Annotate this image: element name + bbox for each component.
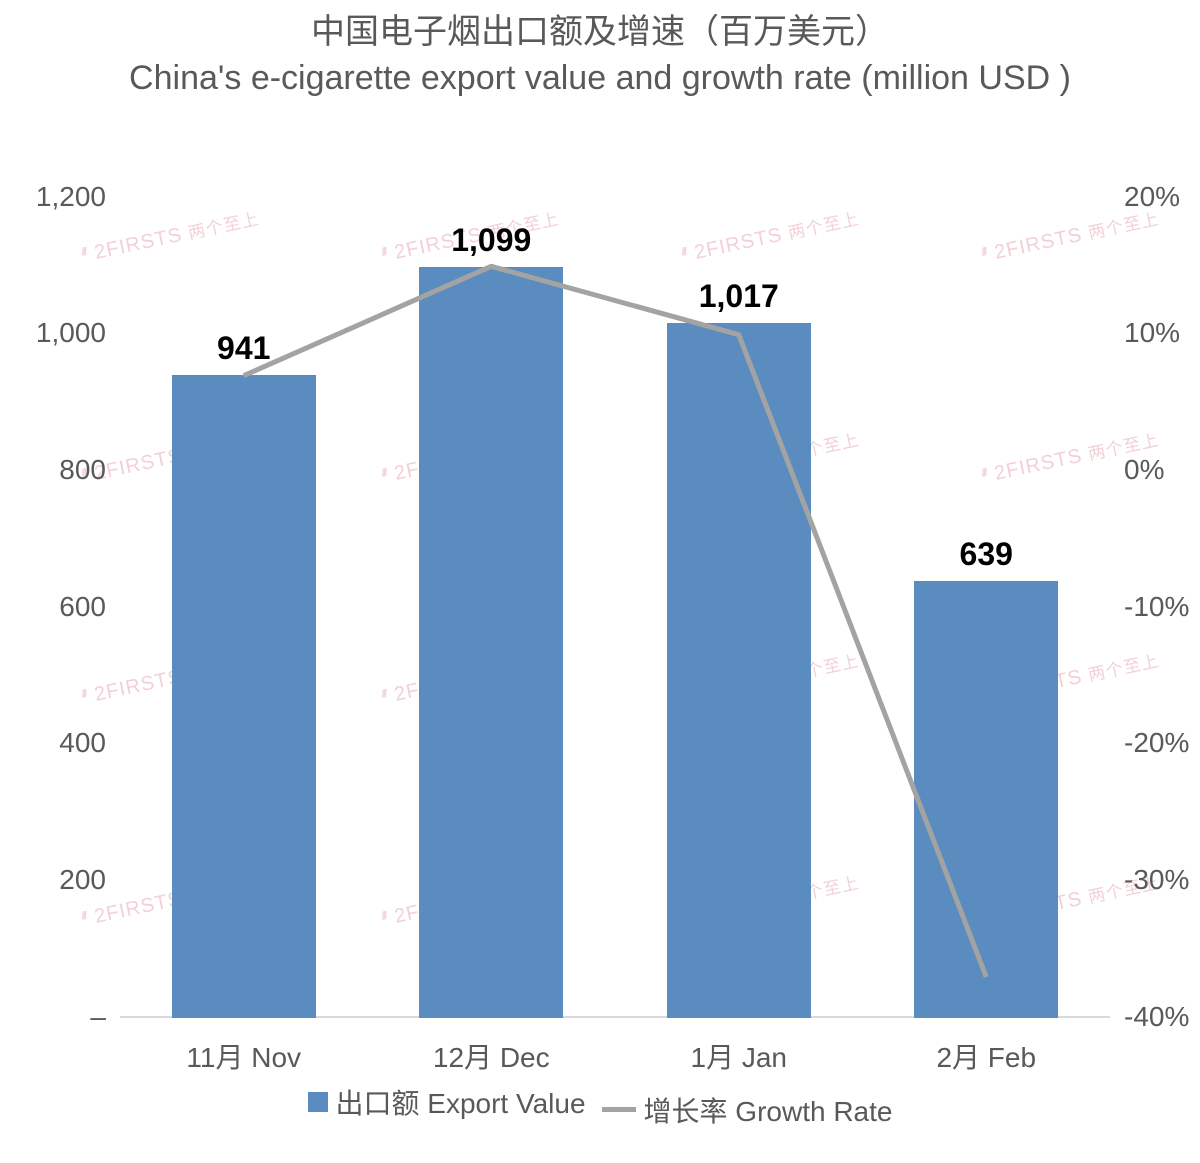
y-left-tick: –: [90, 1001, 106, 1033]
y-right-tick: -20%: [1124, 727, 1189, 759]
legend-label: 增长率 Growth Rate: [644, 1090, 893, 1130]
x-tick-label: 2月 Feb: [863, 1036, 1111, 1076]
x-tick-label: 12月 Dec: [368, 1036, 616, 1076]
y-left-tick: 1,000: [36, 317, 106, 349]
y-right-tick: 10%: [1124, 317, 1180, 349]
y-right-tick: -10%: [1124, 591, 1189, 623]
y-right-tick: 0%: [1124, 454, 1164, 486]
plot-area: //// 2FIRSTS 两个至上//// 2FIRSTS 两个至上//// 2…: [120, 198, 1110, 1018]
legend: 出口额 Export Value 增长率 Growth Rate: [0, 1082, 1200, 1130]
legend-item: 出口额 Export Value: [308, 1082, 586, 1122]
x-tick-label: 1月 Jan: [615, 1036, 863, 1076]
y-left-tick: 400: [59, 727, 106, 759]
legend-swatch-line: [602, 1107, 636, 1112]
y-left-tick: 200: [59, 864, 106, 896]
y-right-tick: 20%: [1124, 181, 1180, 213]
y-right-tick: -40%: [1124, 1001, 1189, 1033]
legend-label: 出口额 Export Value: [336, 1082, 586, 1122]
title-cn: 中国电子烟出口额及增速（百万美元）: [0, 10, 1200, 56]
y-left-tick: 800: [59, 454, 106, 486]
legend-swatch-box: [308, 1092, 328, 1112]
legend-item: 增长率 Growth Rate: [602, 1090, 893, 1130]
x-tick-label: 11月 Nov: [120, 1036, 368, 1076]
chart-container: 中国电子烟出口额及增速（百万美元） China's e-cigarette ex…: [0, 0, 1200, 1163]
title-en: China's e-cigarette export value and gro…: [0, 56, 1200, 102]
y-left-tick: 1,200: [36, 181, 106, 213]
growth-line: [120, 198, 1110, 1018]
y-left-tick: 600: [59, 591, 106, 623]
y-right-tick: -30%: [1124, 864, 1189, 896]
chart-title: 中国电子烟出口额及增速（百万美元） China's e-cigarette ex…: [0, 0, 1200, 102]
